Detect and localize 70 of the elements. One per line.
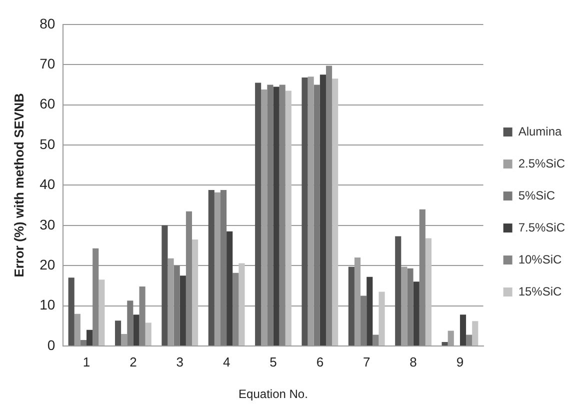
bar (86, 330, 93, 346)
bar (360, 296, 367, 346)
bar (442, 342, 448, 346)
x-tick-label: 7 (362, 354, 370, 370)
bar (419, 209, 426, 346)
bar (220, 190, 227, 346)
bar (255, 82, 262, 346)
bar (92, 248, 99, 346)
bar (145, 322, 152, 346)
bar (302, 77, 308, 346)
bar (267, 84, 274, 346)
legend-label: 10%SiC (518, 252, 562, 266)
x-tick-label: 9 (456, 354, 464, 370)
bar (285, 90, 292, 346)
legend-label: 7.5%SiC (518, 220, 566, 234)
bar (314, 84, 320, 346)
bar (68, 278, 74, 346)
y-tick-label: 10 (40, 296, 56, 313)
y-axis-title: Error (%) with method SEVNB (11, 93, 26, 278)
legend-label: 5%SiC (518, 188, 556, 202)
y-tick-label: 50 (40, 136, 56, 152)
bar (348, 266, 354, 346)
bar (80, 340, 87, 346)
bar (372, 334, 379, 346)
y-tick-label: 0 (47, 336, 56, 353)
bar (378, 292, 385, 346)
legend-label: 2.5%SiC (518, 156, 566, 170)
bar (133, 314, 140, 346)
bar (226, 231, 233, 346)
bar (466, 334, 472, 346)
bar (192, 239, 198, 346)
bar (460, 314, 466, 346)
x-axis-title: Equation No. (238, 387, 308, 402)
legend-label: Alumina (518, 124, 562, 138)
x-tick-label: 5 (270, 354, 277, 370)
bar (326, 66, 332, 346)
bar (366, 276, 373, 346)
bar (180, 276, 186, 346)
y-tick-label: 30 (40, 216, 56, 232)
y-tick-label: 20 (40, 256, 56, 272)
bar (232, 272, 239, 346)
x-tick-label: 1 (82, 354, 90, 370)
x-tick-label: 2 (130, 354, 137, 370)
legend-label: 15%SiC (518, 284, 562, 298)
bar (238, 263, 245, 346)
bar (395, 236, 402, 346)
bar (273, 86, 280, 346)
y-tick-label: 70 (40, 55, 56, 72)
bar (114, 320, 122, 346)
bar (174, 266, 180, 346)
bar (98, 280, 105, 346)
bar (186, 211, 192, 346)
bar (332, 78, 338, 346)
bar (162, 225, 168, 346)
bar (407, 268, 414, 346)
bar (320, 74, 326, 346)
bar (413, 282, 420, 346)
x-tick-label: 3 (176, 354, 184, 370)
y-tick-label: 60 (40, 96, 56, 112)
bar (279, 84, 286, 346)
bar (472, 321, 478, 346)
x-tick-label: 6 (316, 354, 324, 370)
bar (139, 286, 146, 346)
y-tick-label: 40 (40, 176, 56, 192)
x-tick-label: 8 (410, 354, 417, 370)
bar (425, 238, 432, 346)
bar (127, 300, 134, 346)
bar (208, 190, 214, 346)
y-tick-label: 80 (40, 15, 56, 32)
x-tick-label: 4 (222, 354, 230, 370)
